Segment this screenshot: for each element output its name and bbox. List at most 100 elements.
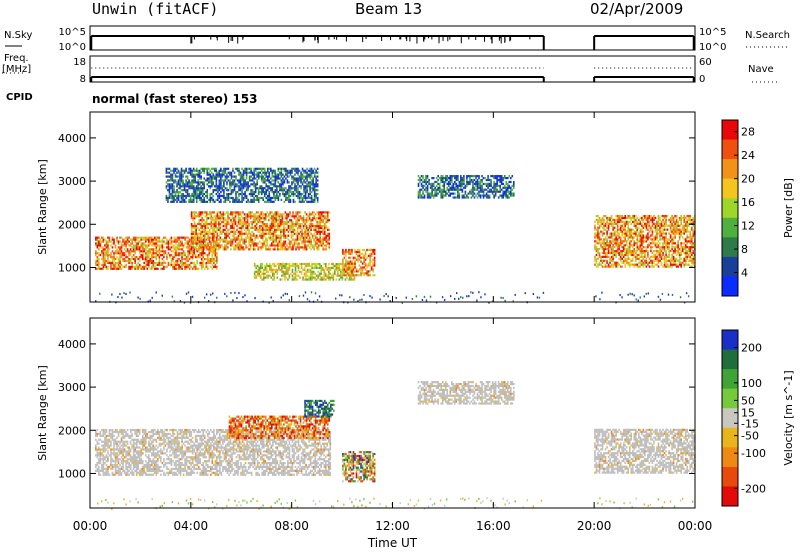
range-cell [141, 242, 144, 245]
range-cell [248, 177, 251, 180]
range-cell [306, 175, 308, 178]
range-cell [506, 190, 509, 193]
range-cell [220, 185, 222, 188]
range-cell [457, 186, 459, 189]
range-cell [616, 216, 619, 220]
range-cell [305, 217, 308, 220]
range-cell [132, 236, 135, 239]
range-cell [180, 179, 183, 182]
range-cell [235, 191, 237, 194]
range-cell [600, 242, 602, 245]
range-cell [205, 265, 208, 268]
range-cell [245, 173, 248, 176]
range-cell [615, 218, 617, 222]
range-cell [309, 274, 312, 277]
range-cell [257, 187, 260, 190]
range-cell [239, 189, 242, 192]
range-cell [248, 228, 250, 232]
range-cell [300, 192, 302, 196]
range-cell [317, 232, 320, 235]
range-cell [114, 257, 117, 261]
range-cell [96, 244, 99, 247]
range-cell [120, 256, 123, 259]
range-cell [176, 263, 179, 266]
range-cell [297, 268, 300, 271]
range-cell [280, 234, 282, 237]
range-cell [111, 238, 114, 241]
range-cell [200, 263, 203, 266]
range-cell [287, 270, 289, 273]
range-cell [250, 192, 252, 196]
range-cell [216, 257, 218, 261]
range-cell [642, 251, 645, 255]
range-cell [328, 236, 331, 239]
range-cell [265, 183, 268, 186]
range-cell [274, 179, 277, 182]
range-cell [176, 252, 179, 255]
range-cell [227, 240, 229, 243]
range-cell [245, 240, 247, 243]
range-cell [627, 251, 630, 255]
range-cell [248, 222, 250, 226]
range-cell [293, 242, 296, 245]
range-cell [310, 181, 313, 184]
range-cell [607, 246, 610, 249]
range-cell [250, 167, 252, 170]
range-cell [151, 236, 153, 239]
range-cell [155, 244, 158, 247]
range-cell [500, 194, 503, 197]
range-cell [200, 265, 203, 268]
range-cell [254, 185, 257, 188]
range-cell [158, 257, 161, 261]
range-cell [284, 266, 286, 270]
range-cell [428, 196, 430, 199]
range-cell [606, 259, 608, 262]
range-cell [631, 251, 634, 255]
range-cell [627, 228, 630, 231]
range-cell [211, 183, 213, 186]
range-cell [244, 191, 246, 194]
range-cell [440, 196, 442, 199]
range-cell [141, 248, 144, 251]
range-cell [265, 264, 268, 268]
range-cell [469, 175, 471, 178]
range-cell [597, 218, 599, 222]
range-cell [213, 215, 216, 218]
range-cell [239, 211, 241, 214]
range-cell [290, 226, 293, 230]
range-cell [193, 226, 196, 230]
range-cell [262, 189, 265, 192]
range-cell [476, 182, 479, 186]
range-cell [604, 251, 607, 255]
range-cell [601, 226, 604, 229]
range-cell [310, 221, 312, 224]
range-cell [265, 171, 268, 174]
range-cell [458, 180, 461, 184]
range-cell [349, 262, 351, 266]
range-cell [301, 173, 304, 176]
range-cell [503, 192, 506, 195]
range-cell [628, 234, 631, 237]
range-cell [204, 221, 207, 224]
range-cell [595, 242, 598, 245]
range-cell [328, 244, 331, 247]
range-cell [313, 244, 315, 247]
range-cell [179, 265, 182, 268]
range-cell [261, 242, 264, 245]
range-cell [253, 181, 255, 184]
range-cell [491, 186, 494, 189]
range-cell [132, 244, 135, 247]
range-cell [255, 215, 258, 218]
range-cell [248, 200, 251, 203]
range-cell [245, 167, 248, 170]
range-cell [173, 179, 175, 182]
range-cell [125, 242, 127, 245]
range-cell [173, 236, 176, 239]
range-cell [213, 259, 215, 263]
range-cell [512, 194, 515, 197]
range-cell [286, 217, 288, 220]
range-cell [102, 256, 105, 259]
range-cell [360, 274, 362, 277]
range-cell [304, 196, 307, 200]
range-cell [158, 261, 161, 265]
